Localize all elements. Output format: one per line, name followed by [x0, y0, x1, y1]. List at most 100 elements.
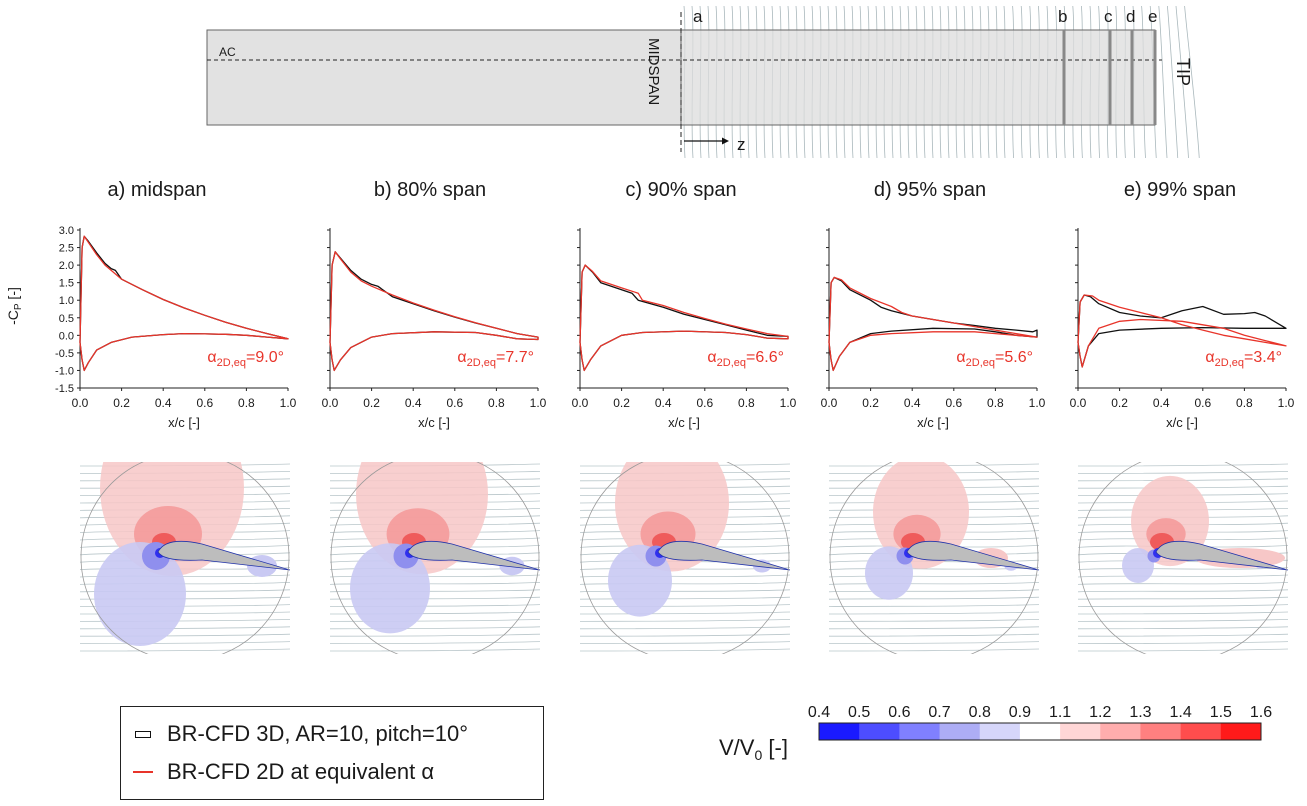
- colorbar-label-main: V/V: [719, 735, 755, 760]
- colorbar-tick-label: 1.5: [1210, 704, 1232, 721]
- cp-chart-e: 0.0 0.2 0.4 0.6 0.8 1.0 x/c [-] α2D,eq=3.4°: [1070, 228, 1295, 430]
- colorbar-swatch: [1100, 723, 1141, 740]
- cp-chart-c: 0.0 0.2 0.4 0.6 0.8 1.0 x/c [-] α2D,eq=6.6°: [572, 228, 797, 430]
- series-2d-line: [579, 264, 789, 372]
- colorbar-swatch: [979, 723, 1021, 740]
- colorbar-swatches: [819, 723, 1262, 740]
- colorbar-swatch: [1180, 723, 1222, 740]
- flow-field-e: [1078, 462, 1288, 654]
- flow-field-c: [580, 462, 790, 654]
- wing-outer-half: [680, 29, 1156, 126]
- streamline: [1078, 611, 1288, 615]
- x-tick-label: 0.2: [1111, 396, 1128, 410]
- airfoil: [157, 540, 290, 571]
- colorbar-swatch: [1019, 723, 1061, 740]
- streamline: [330, 611, 540, 615]
- legend-symbol-3d: [135, 730, 151, 738]
- x-tick-label: 0.0: [1070, 396, 1087, 410]
- alpha-subscript: 2D,eq: [717, 357, 746, 369]
- y-tick-label: -1.5: [55, 383, 74, 395]
- series-2d-line: [329, 251, 539, 372]
- x-tick-label: 0.8: [987, 396, 1004, 410]
- airfoil: [657, 540, 790, 571]
- streamline: [1078, 633, 1288, 637]
- cp-chart-b: 0.0 0.2 0.4 0.6 0.8 1.0 x/c [-] α2D,eq=7.7°: [322, 228, 547, 430]
- alpha-subscript: 2D,eq: [217, 357, 246, 369]
- x-tick-label: 0.8: [238, 396, 255, 410]
- alpha-annotation: α2D,eq=7.7°: [457, 349, 534, 369]
- streamline: [1078, 589, 1288, 593]
- x-tick-label: 1.0: [530, 396, 547, 410]
- alpha-value: =3.4°: [1244, 349, 1282, 366]
- streamline: [1078, 471, 1288, 474]
- alpha-symbol: α: [1205, 349, 1214, 366]
- x-tick-label: 0.6: [945, 396, 962, 410]
- y-tick-label: 0.0: [59, 330, 74, 342]
- alpha-symbol: α: [457, 349, 466, 366]
- streamline: [829, 589, 1039, 593]
- z-label: z: [737, 135, 746, 154]
- x-axis-label: x/c [-]: [418, 415, 450, 430]
- y-tick-label: 1.5: [59, 278, 74, 290]
- series-3d-line: [828, 276, 1038, 372]
- x-tick-label: 1.0: [780, 396, 797, 410]
- flow-field-b: [330, 462, 540, 654]
- alpha-annotation: α2D,eq=9.0°: [207, 349, 284, 369]
- flow-field-panels: [80, 462, 1288, 654]
- y-tick-label: 2.5: [59, 243, 74, 255]
- panel-title-c: c) 90% span: [625, 179, 736, 201]
- airfoil: [407, 540, 540, 571]
- series-2d-line: [1077, 294, 1287, 368]
- station-b-letter: b: [1058, 7, 1067, 26]
- alpha-subscript: 2D,eq: [1215, 357, 1244, 369]
- streamline: [330, 648, 540, 652]
- tip-label: TIP: [1173, 58, 1193, 86]
- streamline: [580, 611, 790, 615]
- x-tick-label: 0.8: [738, 396, 755, 410]
- y-tick-label: -0.5: [55, 348, 74, 360]
- colorbar-label-sub: 0: [754, 747, 762, 763]
- y-tick-label: -1.0: [55, 365, 74, 377]
- ac-label: AC: [219, 45, 236, 59]
- x-tick-label: 1.0: [1278, 396, 1295, 410]
- colorbar-tick-label: 1.4: [1170, 704, 1192, 721]
- mesh-line: [1175, 5, 1189, 159]
- colorbar-label: V/V0 [-]: [719, 735, 788, 763]
- streamline: [829, 611, 1039, 615]
- streamline: [829, 633, 1039, 637]
- streamline: [829, 574, 1039, 578]
- colorbar-tick-label: 0.8: [969, 704, 991, 721]
- x-tick-label: 0.0: [322, 396, 339, 410]
- alpha-annotation: α2D,eq=3.4°: [1205, 349, 1282, 369]
- x-tick-label: 0.2: [613, 396, 630, 410]
- blue-contour: [1122, 548, 1154, 583]
- colorbar-swatch: [1140, 723, 1182, 740]
- domain-circle: [580, 462, 790, 654]
- streamline: [1078, 648, 1288, 652]
- y-axis-label-main: -C: [5, 310, 21, 325]
- streamline: [1078, 619, 1288, 622]
- y-tick-label: 2.0: [59, 260, 74, 272]
- alpha-symbol: α: [956, 349, 965, 366]
- x-tick-label: 0.2: [113, 396, 130, 410]
- domain-circle: [1078, 462, 1288, 654]
- domain-circle: [330, 462, 540, 654]
- x-tick-label: 0.6: [446, 396, 463, 410]
- panel-title-d: d) 95% span: [874, 179, 986, 201]
- series-2d-line: [79, 235, 289, 372]
- cp-chart-a: 3.02.52.01.51.00.50.0-0.5-1.0-1.50.0 0.2 0…: [55, 225, 297, 430]
- svg-text:-CP [-]: -CP [-]: [5, 287, 24, 325]
- alpha-annotation: α2D,eq=6.6°: [707, 349, 784, 369]
- flow-field-a: [80, 462, 290, 654]
- colorbar-swatch: [1220, 723, 1262, 740]
- colorbar-swatch: [819, 723, 860, 740]
- x-tick-label: 0.6: [196, 396, 213, 410]
- panel-title-a: a) midspan: [108, 179, 207, 201]
- colorbar-swatch: [1060, 723, 1101, 740]
- legend-label-2d: BR-CFD 2D at equivalent α: [167, 759, 435, 784]
- panel-title-e: e) 99% span: [1124, 179, 1236, 201]
- cp-panels: 3.02.52.01.51.00.50.0-0.5-1.0-1.50.0 0.2 0…: [55, 225, 1295, 430]
- colorbar-frame: [818, 722, 1262, 741]
- streamline: [580, 582, 790, 585]
